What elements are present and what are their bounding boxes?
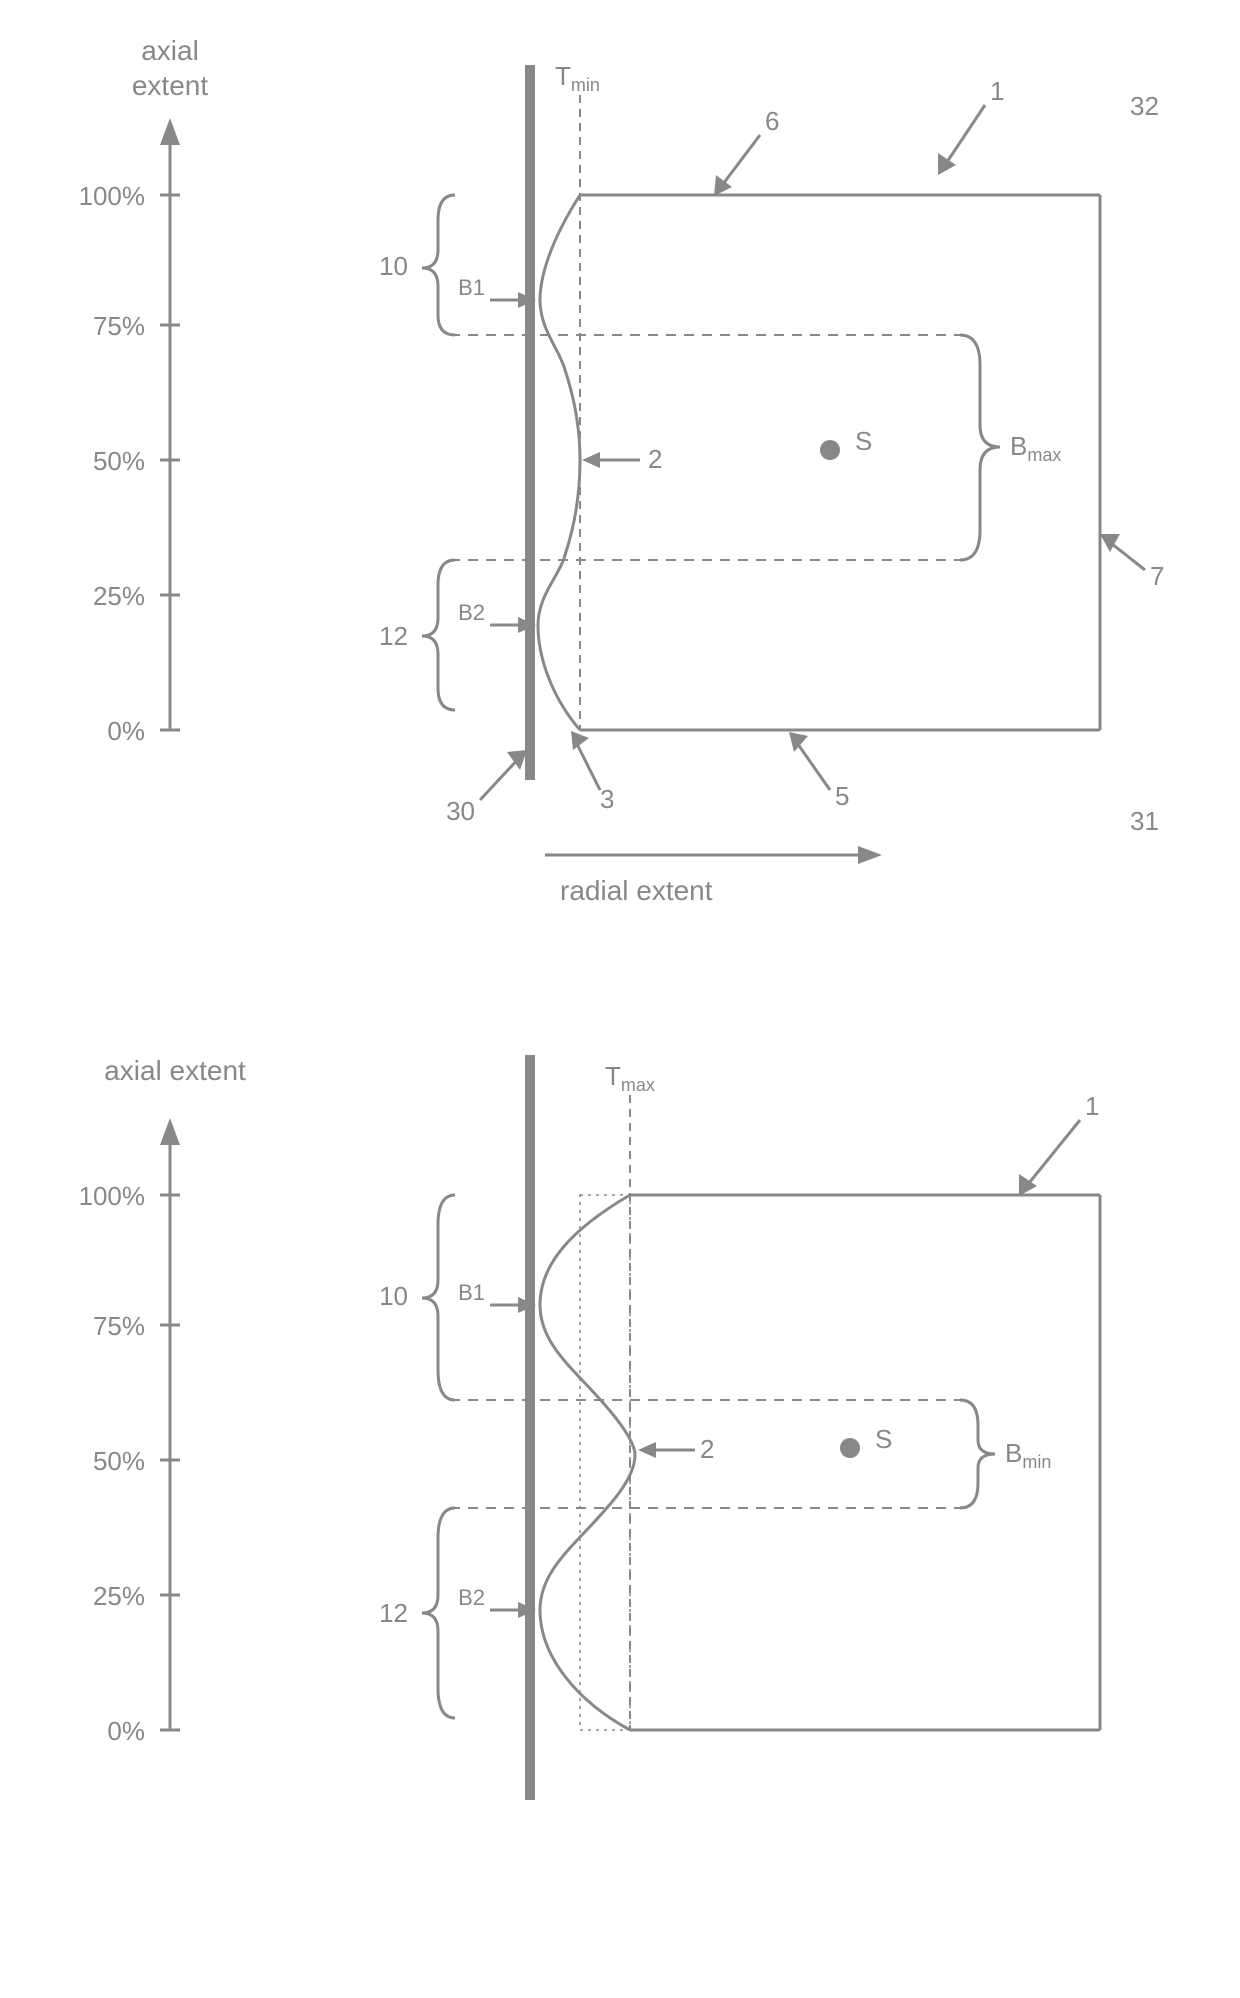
ref1-arrow-bot: 1 [1019, 1091, 1099, 1196]
ref5-arrow: 5 [789, 732, 849, 811]
axial-title-bot: axial extent [104, 1055, 246, 1086]
ref1-arrow-top: 1 [938, 76, 1004, 175]
s-label-top: S [855, 426, 872, 456]
label-10-bot: 10 [379, 1281, 408, 1311]
label-12-bot: 12 [379, 1598, 408, 1628]
b1-arrow-top: B1 [458, 275, 536, 308]
label-6: 6 [765, 106, 779, 136]
brace-12-bot [422, 1508, 455, 1718]
btick-25: 25% [93, 1581, 145, 1611]
ref6-arrow: 6 [714, 106, 779, 196]
tick-0: 0% [107, 716, 145, 746]
brace-10-bot [422, 1195, 455, 1400]
b1-label-bot: B1 [458, 1280, 485, 1305]
btick-100: 100% [79, 1181, 146, 1211]
ref3-arrow: 3 [571, 731, 614, 814]
b1-arrow-bot: B1 [458, 1280, 536, 1313]
figure-tmin: axial extent 100% 75% 50% 25% 0% Tmin Bm… [79, 35, 1165, 906]
body-top [538, 195, 1100, 730]
s-dot-top [820, 440, 840, 460]
label-5: 5 [835, 781, 849, 811]
radial-axis: radial extent [545, 846, 882, 906]
tick-75: 75% [93, 311, 145, 341]
s-dot-bot [840, 1438, 860, 1458]
tick-100: 100% [79, 181, 146, 211]
ref7-arrow: 7 [1100, 534, 1164, 591]
label-10: 10 [379, 251, 408, 281]
btick-0: 0% [107, 1716, 145, 1746]
label-2-bot: 2 [700, 1434, 714, 1464]
b2-arrow-bot: B2 [458, 1585, 536, 1618]
s-label-bot: S [875, 1424, 892, 1454]
btick-50: 50% [93, 1446, 145, 1476]
tick-50: 50% [93, 446, 145, 476]
ref30-arrow: 30 [446, 750, 527, 826]
figure-tmax: axial extent 100% 75% 50% 25% 0% Tmax Bm… [79, 1055, 1101, 1800]
b2-label-bot: B2 [458, 1585, 485, 1610]
label-30: 30 [446, 796, 475, 826]
dotted-rect [580, 1195, 630, 1730]
label-31: 31 [1130, 806, 1159, 836]
b2-label: B2 [458, 600, 485, 625]
b1-label: B1 [458, 275, 485, 300]
label-3: 3 [600, 784, 614, 814]
ref2-arrow: 2 [582, 444, 662, 474]
b2-arrow-top: B2 [458, 600, 536, 633]
label-12: 12 [379, 621, 408, 651]
ref2-arrow-bot: 2 [638, 1434, 714, 1464]
label-2: 2 [648, 444, 662, 474]
tmax-label: Tmax [605, 1061, 655, 1095]
axial-title-1: axial [141, 35, 199, 66]
label-1-bot: 1 [1085, 1091, 1099, 1121]
bmax-label: Bmax [1010, 431, 1061, 465]
y-axis-bot: 100% 75% 50% 25% 0% [79, 1118, 181, 1746]
bmin-label: Bmin [1005, 1438, 1051, 1472]
bmin-brace [960, 1400, 995, 1508]
radial-label: radial extent [560, 875, 713, 906]
brace-12 [422, 560, 455, 710]
label-7: 7 [1150, 561, 1164, 591]
label-1: 1 [990, 76, 1004, 106]
tmin-label: Tmin [555, 61, 600, 95]
brace-10 [422, 195, 455, 335]
btick-75: 75% [93, 1311, 145, 1341]
y-axis-top: 100% 75% 50% 25% 0% [79, 118, 181, 746]
bmax-brace [960, 335, 1000, 560]
axial-title-2: extent [132, 70, 208, 101]
label-32: 32 [1130, 91, 1159, 121]
tick-25: 25% [93, 581, 145, 611]
